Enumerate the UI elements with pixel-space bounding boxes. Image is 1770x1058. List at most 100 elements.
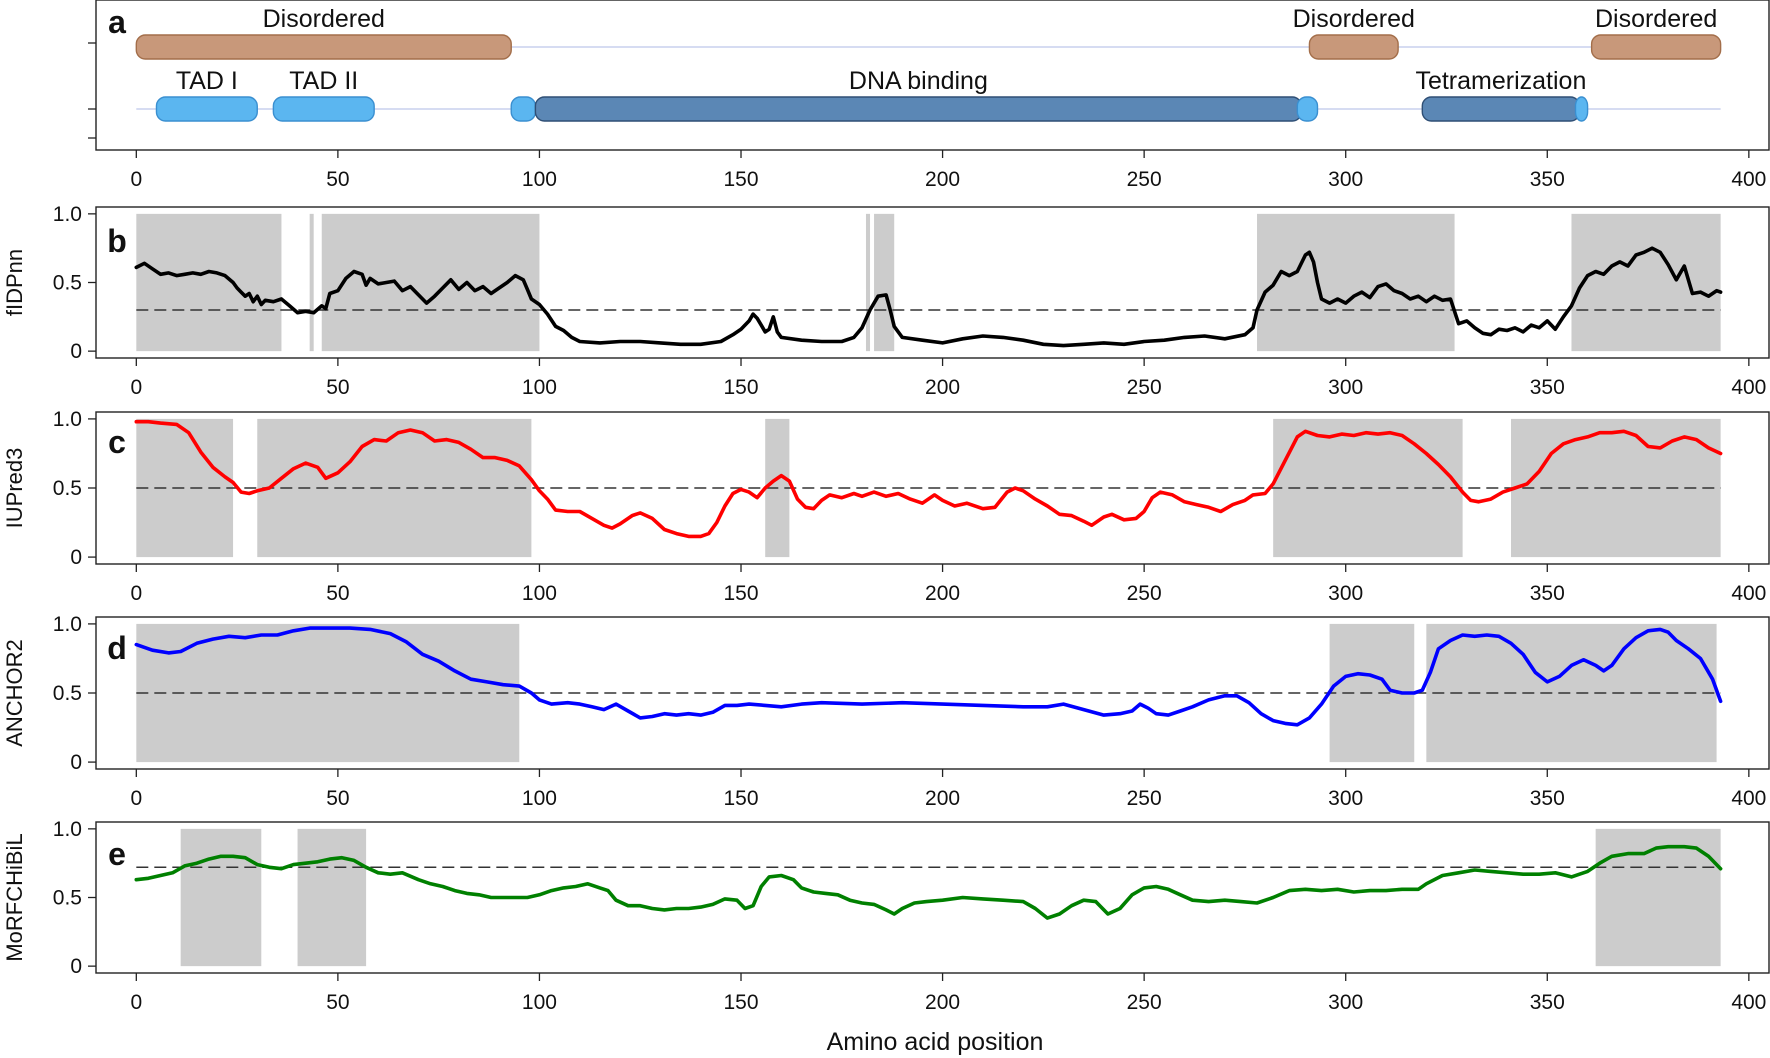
domain-bar-tad xyxy=(272,96,375,122)
x-tick-label: 200 xyxy=(925,991,960,1014)
x-tick-label: 200 xyxy=(925,168,960,191)
shaded-region xyxy=(865,213,871,352)
series-line-ANCHOR2 xyxy=(134,626,1723,727)
x-tick-label: 100 xyxy=(522,582,557,605)
shaded-region xyxy=(1257,213,1455,352)
y-tick-label: 0 xyxy=(70,751,82,774)
x-tick-label: 50 xyxy=(326,991,349,1014)
x-tick-label: 300 xyxy=(1328,991,1363,1014)
shaded-region xyxy=(136,213,282,352)
x-tick-label: 100 xyxy=(522,787,557,810)
domain-label: TAD I xyxy=(176,67,238,95)
domain-label: TAD II xyxy=(289,67,358,95)
x-tick-label: 400 xyxy=(1731,787,1766,810)
x-axis-label: Amino acid position xyxy=(827,1028,1044,1056)
panel-letter: b xyxy=(107,223,127,259)
panel-d: 0 50 100 150 200 250 300 350 400 0 0.5 1.0 ANCHOR2 d xyxy=(2,613,1770,810)
x-tick-label: 350 xyxy=(1530,376,1565,399)
domain-label: Tetramerization xyxy=(1415,67,1586,95)
panel-a: 0 50 100 150 200 250 300 350 400 Disordered Disord… xyxy=(88,0,1770,191)
x-tick-label: 150 xyxy=(723,376,758,399)
y-tick-label: 1.0 xyxy=(53,613,82,636)
domain-bar-dna xyxy=(534,96,1303,122)
x-tick-label: 100 xyxy=(522,168,557,191)
x-tick-label: 300 xyxy=(1328,168,1363,191)
x-tick-label: 250 xyxy=(1127,168,1162,191)
x-tick-label: 150 xyxy=(723,991,758,1014)
panel-b: 0 50 100 150 200 250 300 350 400 0 0.5 1.0 fIDPnn b xyxy=(2,203,1770,399)
x-tick-label: 150 xyxy=(723,787,758,810)
y-tick-label: 0.5 xyxy=(53,272,82,295)
series-line-fIDPnn xyxy=(134,246,1723,348)
y-axis-label: fIDPnn xyxy=(2,249,27,316)
x-tick-label: 200 xyxy=(925,582,960,605)
x-tick-label: 300 xyxy=(1328,582,1363,605)
y-axis-label: MoRFCHiBiL xyxy=(2,833,27,961)
series-line-MoRFCHiBiL xyxy=(134,844,1723,920)
y-tick-label: 1.0 xyxy=(53,408,82,431)
x-tick-label: 250 xyxy=(1127,991,1162,1014)
panel-letter: a xyxy=(108,4,126,40)
panel-letter: c xyxy=(108,424,126,460)
domain-label: Disordered xyxy=(263,5,385,33)
domain-bar-disordered xyxy=(1590,34,1722,60)
domain-bar-tad xyxy=(1574,96,1589,122)
domain-bar-tad xyxy=(510,96,537,122)
x-tick-label: 300 xyxy=(1328,376,1363,399)
x-tick-label: 400 xyxy=(1731,991,1766,1014)
domain-bar-disordered xyxy=(135,34,512,60)
shaded-region xyxy=(321,213,540,352)
y-tick-label: 0 xyxy=(70,955,82,978)
x-tick-label: 350 xyxy=(1530,787,1565,810)
x-tick-label: 400 xyxy=(1731,376,1766,399)
y-tick-label: 0.5 xyxy=(53,477,82,500)
domain-bar-tad xyxy=(155,96,258,122)
x-tick-label: 150 xyxy=(723,582,758,605)
x-tick-label: 50 xyxy=(326,582,349,605)
y-axis-label: IUPred3 xyxy=(2,448,27,529)
x-tick-label: 50 xyxy=(326,168,349,191)
x-tick-label: 400 xyxy=(1731,582,1766,605)
shaded-region xyxy=(180,828,262,967)
domain-label: Disordered xyxy=(1595,5,1717,33)
x-tick-label: 350 xyxy=(1530,582,1565,605)
x-tick-label: 200 xyxy=(925,787,960,810)
x-tick-label: 200 xyxy=(925,376,960,399)
x-tick-label: 100 xyxy=(522,991,557,1014)
y-axis-label: ANCHOR2 xyxy=(2,639,27,747)
shaded-region xyxy=(297,828,367,967)
x-tick-label: 50 xyxy=(326,376,349,399)
x-tick-label: 0 xyxy=(130,376,142,399)
domain-bar-disordered xyxy=(1308,34,1399,60)
domain-bar-dna xyxy=(1421,96,1581,122)
panel-letter: e xyxy=(108,836,126,872)
y-tick-label: 1.0 xyxy=(53,203,82,226)
x-tick-label: 250 xyxy=(1127,376,1162,399)
domain-bar-tad xyxy=(1296,96,1319,122)
x-tick-label: 250 xyxy=(1127,787,1162,810)
shaded-region xyxy=(309,213,314,352)
domain-label: Disordered xyxy=(1293,5,1415,33)
panel-e: 0 50 100 150 200 250 300 350 400 0 0.5 1.0 MoRFCHiBi… xyxy=(2,818,1770,1014)
x-tick-label: 150 xyxy=(723,168,758,191)
domain-label: DNA binding xyxy=(849,67,988,95)
x-tick-label: 0 xyxy=(130,168,142,191)
x-tick-label: 0 xyxy=(130,991,142,1014)
shaded-region xyxy=(874,213,895,352)
y-tick-label: 0 xyxy=(70,546,82,569)
x-tick-label: 0 xyxy=(130,787,142,810)
y-tick-label: 0 xyxy=(70,340,82,363)
x-tick-label: 400 xyxy=(1731,168,1766,191)
panel-c: 0 50 100 150 200 250 300 350 400 0 0.5 1.0 IUPred3 c xyxy=(2,408,1770,605)
y-tick-label: 0.5 xyxy=(53,682,82,705)
series-line-IUPred3 xyxy=(134,419,1723,539)
x-tick-label: 50 xyxy=(326,787,349,810)
plot-frame xyxy=(95,0,1770,151)
y-tick-label: 1.0 xyxy=(53,818,82,841)
y-tick-label: 0.5 xyxy=(53,887,82,910)
x-tick-label: 0 xyxy=(130,582,142,605)
x-tick-label: 350 xyxy=(1530,991,1565,1014)
x-tick-label: 100 xyxy=(522,376,557,399)
x-tick-label: 350 xyxy=(1530,168,1565,191)
